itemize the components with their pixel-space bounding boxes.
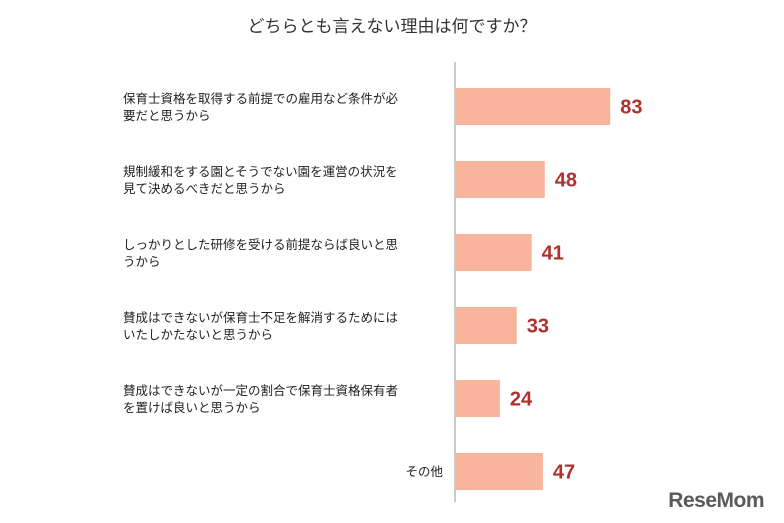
chart-title: どちらとも言えない理由は何ですか？ <box>247 17 537 37</box>
category-label-3: しっかりとした研修を受ける前提ならば良いと思 うから <box>123 236 399 269</box>
category-label-4: 賛成はできないが保育士不足を解消するためには いたしかたないと思うから <box>123 309 399 342</box>
bar-6 <box>455 453 543 490</box>
bar-1 <box>455 88 611 125</box>
category-label-1: 保育士資格を取得する前提での雇用など条件が必 要だと思うから <box>123 90 399 123</box>
bar-3 <box>455 234 532 271</box>
value-label-4: 33 <box>527 316 549 338</box>
category-label-6: その他 <box>405 464 443 479</box>
value-label-3: 41 <box>542 243 564 265</box>
value-label-2: 48 <box>555 170 577 192</box>
category-label-2: 規制緩和をする園とそうでない園を運営の状況を 見て決めるべきだと思うから <box>123 163 398 196</box>
value-label-6: 47 <box>553 462 575 484</box>
bar-5 <box>455 380 500 417</box>
bar-2 <box>455 161 545 198</box>
value-label-5: 24 <box>510 389 533 411</box>
category-label-5: 賛成はできないが一定の割合で保育士資格保有者 を置けば良いと思うから <box>123 382 399 415</box>
value-label-1: 83 <box>620 97 642 119</box>
resemom-logo: ReseMom <box>668 489 764 512</box>
bar-4 <box>455 307 517 344</box>
